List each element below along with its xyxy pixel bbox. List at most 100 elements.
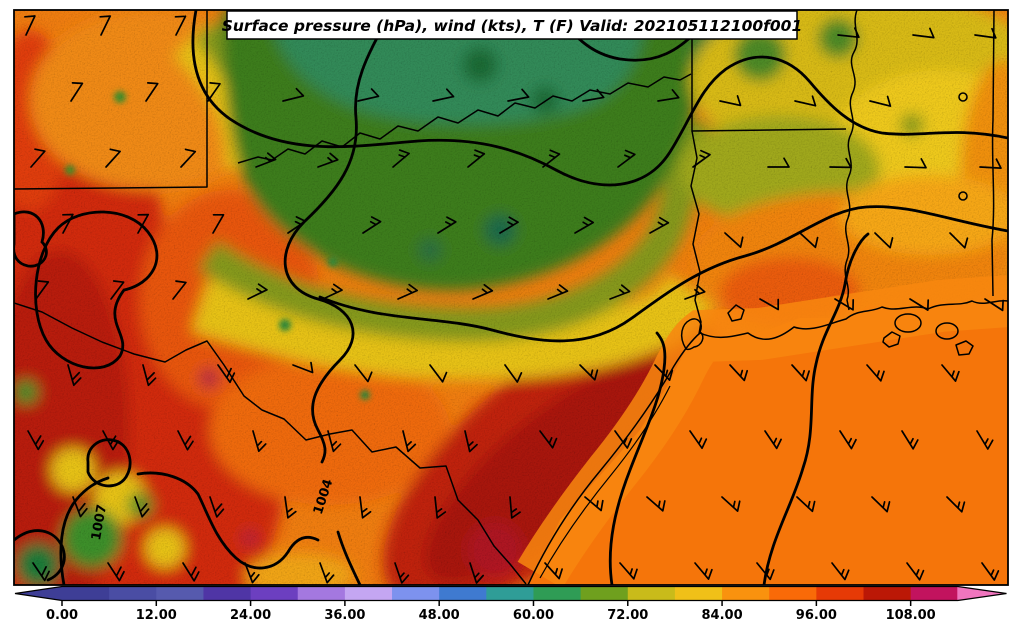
colorbar-segment [62,586,110,601]
colorbar-segment [580,586,629,601]
wind-barb [180,148,197,168]
isobar-north-sweep [191,10,1008,187]
marsh-outline [882,331,901,348]
mississippi-river [844,10,858,311]
wind-barb [646,496,666,512]
wind-barb [949,232,969,249]
isobar-corner-arc [14,529,66,582]
wind-barb [499,216,519,234]
wind-barb [839,430,857,450]
wind-barb [102,430,120,451]
wind-barb [317,152,339,168]
wind-barb [542,149,561,168]
isobar-oval [86,438,132,488]
wind-barb [32,562,50,582]
lake-pontchartrain [894,313,922,333]
wind-barb [70,82,84,102]
wind-barb [507,88,530,102]
colorbar-segment [816,586,865,601]
wind-barb [582,88,605,102]
colorbar-segment [392,586,440,601]
lake [935,322,959,340]
barrier-island [539,385,671,579]
wind-barb [904,158,927,169]
colorbar-segment [156,586,204,601]
wind-barb [946,496,966,513]
colorbar-tick-label: 12.00 [136,608,177,623]
colorbar-segment [627,586,676,601]
calm-wind-circle [958,92,968,102]
wind-barb [24,15,36,36]
wind-barb [657,89,680,102]
colorbar-tick-label: 96.00 [796,608,837,623]
wind-barb [472,283,494,300]
colorbar-extend-left [15,586,63,601]
wind-barb [539,430,558,449]
wind-barb [142,364,157,387]
wind-barb [837,27,860,39]
wind-barb [874,232,894,249]
wind-barb [689,430,708,450]
isobar-gulf-2 [762,232,870,585]
wind-barb [756,562,775,581]
wind-barb [614,430,633,449]
colorbar-segment [486,586,534,601]
wind-barb [27,430,45,451]
louisiana-coastline [699,299,1008,341]
colorbar-segment [533,586,582,601]
colorbar-tick-label: 72.00 [607,608,648,623]
wind-barb [976,430,994,450]
wind-barb [831,562,850,581]
wind-barb [584,496,604,512]
wind-barb [504,364,523,383]
wind-barb [941,364,960,382]
wind-barb [759,298,780,311]
isobar-closed-loop [34,210,159,370]
wind-barb [434,496,447,519]
wind-barb [437,216,457,234]
wind-barb [99,15,112,36]
wind-barb [247,283,268,300]
mississippi-alabama-border [991,10,995,297]
wind-barb [692,149,711,168]
colorbar-segment [769,586,817,601]
wind-barb [974,27,997,39]
wind-barb [834,298,855,311]
wind-barb [619,562,638,580]
marsh-outline [955,340,974,356]
colorbar: 0.00 12.00 24.00 36.00 48.00 60.00 72.00 84.00 9… [14,585,1007,623]
wind-barb [319,562,335,584]
wind-barb [177,430,194,451]
wind-barb [107,562,125,582]
calm-wind-circle [958,191,968,201]
colorbar-segment [297,586,346,601]
colorbar-tick-label: 108.00 [886,608,936,623]
colorbar-segment [910,586,959,601]
wind-barb [397,283,419,300]
wind-barb [182,562,200,582]
marsh-outline [727,304,745,322]
wind-barb [694,562,713,580]
wind-barb [217,364,236,384]
wind-barb [609,284,631,300]
isobar-gulf-1 [608,331,667,585]
wind-barb [207,82,221,102]
wind-barb [172,280,187,300]
wind-barb [984,298,1004,312]
wind-barb [282,87,305,102]
wind-barb [35,280,50,300]
wind-barb [105,148,121,168]
wind-barb [981,562,1000,581]
wind-barb [871,496,891,513]
colorbar-tick-label: 84.00 [702,608,743,623]
wind-barb [721,496,741,512]
colorbar-tick-label: 36.00 [324,608,365,623]
title-box: Surface pressure (hPa), wind (kts), T (F… [222,10,802,40]
wind-barb [909,298,930,311]
wind-barb [724,232,744,248]
wind-barb [544,562,563,580]
rio-grande-river [14,302,527,585]
wind-barb [547,284,569,300]
wind-barb [67,364,82,387]
